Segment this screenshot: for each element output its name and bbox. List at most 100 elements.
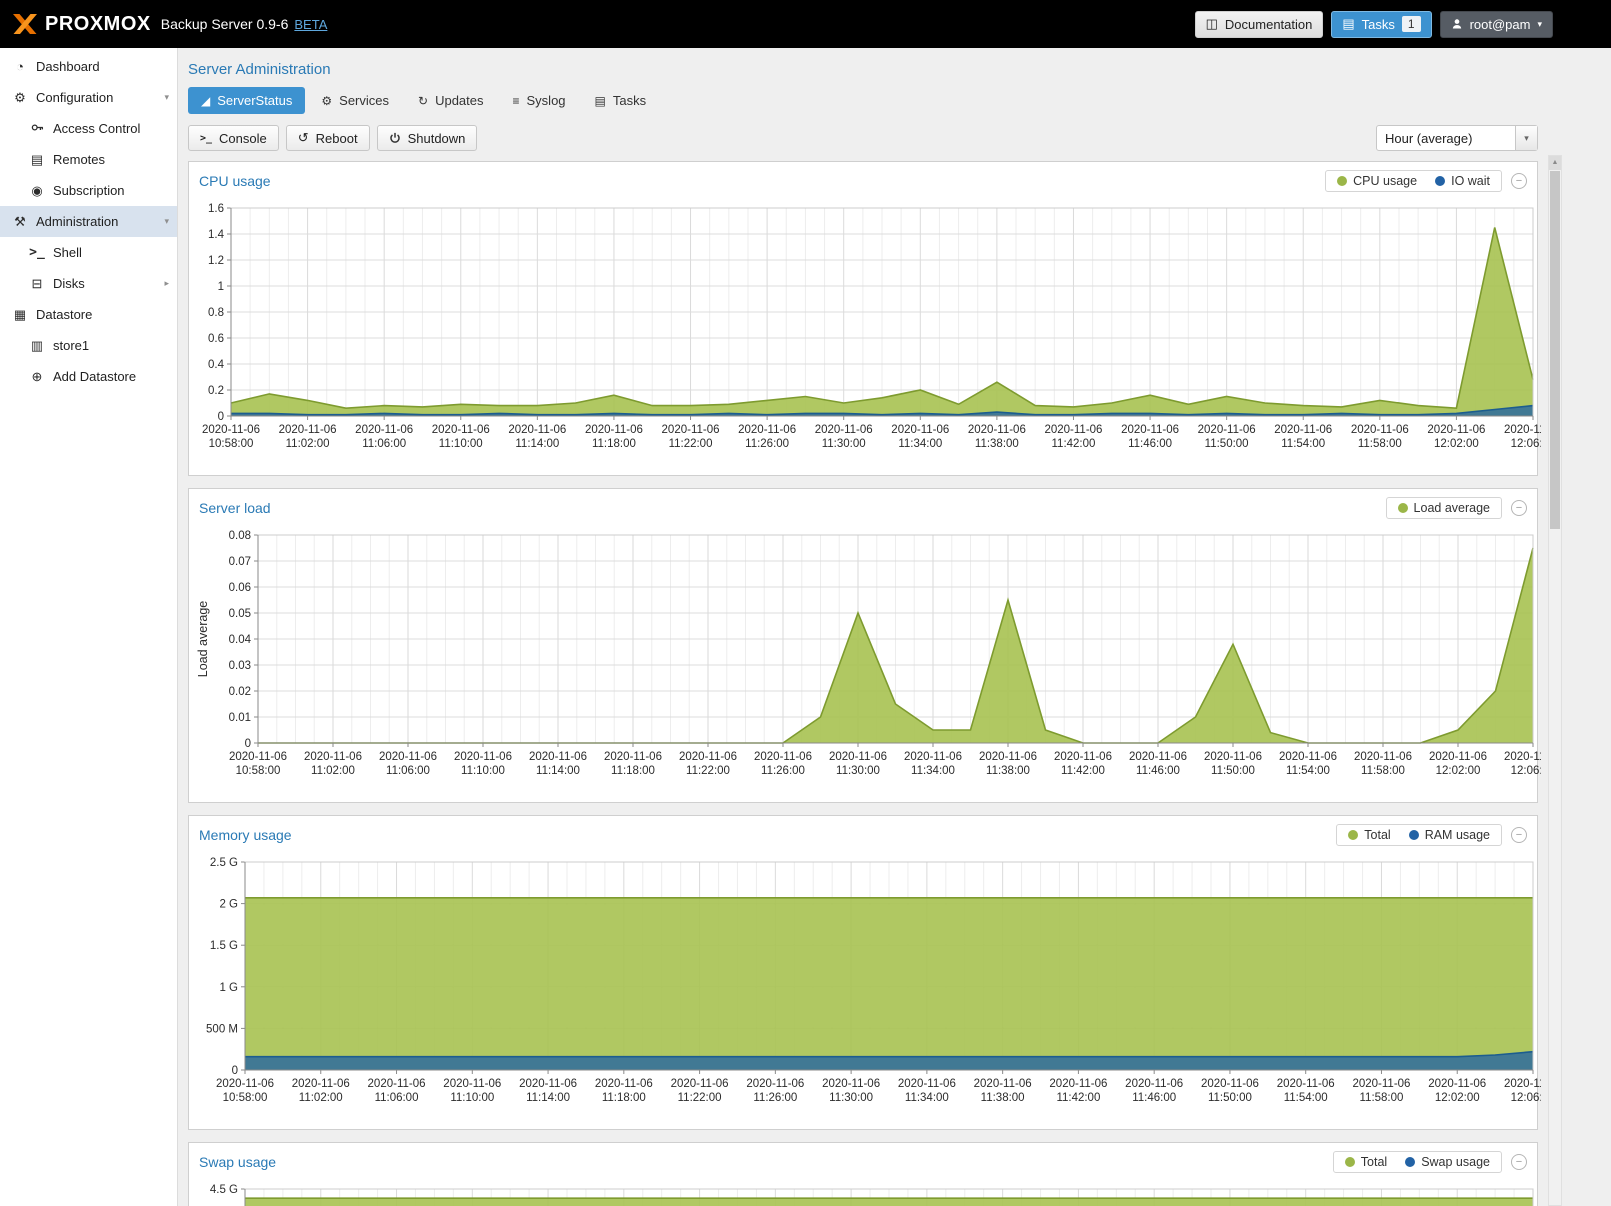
brand-name: PROXMOX <box>45 12 151 35</box>
collapse-icon[interactable]: − <box>1511 500 1527 516</box>
legend-dot-icon <box>1405 1157 1416 1167</box>
svg-text:500 M: 500 M <box>206 1023 238 1035</box>
legend-box: Total Swap usage <box>1332 1151 1502 1173</box>
shutdown-button[interactable]: Shutdown <box>376 125 478 151</box>
tasks-button[interactable]: ▤ Tasks 1 <box>1331 10 1432 38</box>
svg-text:0.8: 0.8 <box>208 307 224 319</box>
legend-item[interactable]: Swap usage <box>1405 1155 1490 1169</box>
rotate-icon: ↺ <box>297 130 309 145</box>
sidebar-item-configuration[interactable]: ⚙ Configuration ▾ <box>0 82 177 113</box>
panel-title: Memory usage <box>199 827 292 843</box>
memory-usage-chart: 0 500 M 1 G 1.5 G 2 G 2.5 G 2020-11-06 10:58:00… <box>189 852 1562 1129</box>
user-menu-button[interactable]: root@pam ▾ <box>1439 10 1553 38</box>
caret-down-icon[interactable]: ▾ <box>164 216 169 226</box>
main-content: Server Administration ◢ ServerStatus ⚙ S… <box>178 48 1611 1206</box>
archive-icon: ▦ <box>13 306 27 322</box>
tab-services[interactable]: ⚙ Services <box>321 93 390 108</box>
vertical-scrollbar: ▲ <box>1548 155 1562 1206</box>
panel-memory-usage: Memory usage Total RAM usage − 0 500 M 1 G 1… <box>188 815 1562 1130</box>
sidebar: ◔ Dashboard ⚙ Configuration ▾ Access Con… <box>0 48 178 1206</box>
legend-item[interactable]: IO wait <box>1435 174 1490 188</box>
sidebar-item-datastore[interactable]: ▦ Datastore <box>0 299 177 330</box>
collapse-icon[interactable]: − <box>1511 1154 1527 1170</box>
legend-item[interactable]: Load average <box>1397 501 1490 515</box>
sidebar-item-administration[interactable]: ⚒ Administration ▾ <box>0 206 177 237</box>
timeframe-select[interactable]: Hour (average) ▾ <box>1376 125 1538 151</box>
documentation-button[interactable]: ◫ Documentation <box>1194 10 1324 38</box>
beta-link[interactable]: BETA <box>294 16 328 32</box>
caret-right-icon[interactable]: ▸ <box>164 278 169 288</box>
collapse-icon[interactable]: − <box>1511 827 1527 843</box>
sidebar-item-disks[interactable]: ⊟ Disks ▸ <box>0 268 177 299</box>
svg-text:0.4: 0.4 <box>208 359 225 371</box>
svg-text:1 G: 1 G <box>219 982 238 994</box>
svg-text:0.07: 0.07 <box>229 556 251 568</box>
svg-text:0: 0 <box>245 738 251 750</box>
sidebar-item-dashboard[interactable]: ◔ Dashboard <box>0 51 177 82</box>
svg-text:0.05: 0.05 <box>229 608 251 620</box>
user-icon <box>1452 19 1461 29</box>
scrollbar-thumb[interactable] <box>1550 171 1560 529</box>
panel-cpu-usage: CPU usage CPU usage IO wait − 0 0.2 0.4 0.6 0… <box>188 161 1562 476</box>
legend-dot-icon <box>1397 503 1408 513</box>
proxmox-x-icon <box>13 14 37 34</box>
reboot-button[interactable]: ↺ Reboot <box>285 125 370 151</box>
sidebar-item-remotes[interactable]: ▤ Remotes <box>0 144 177 175</box>
sidebar-item-store1[interactable]: ▥ store1 <box>0 330 177 361</box>
legend-dot-icon <box>1408 830 1419 840</box>
console-button[interactable]: >_ Console <box>188 125 279 151</box>
legend-item[interactable]: Total <box>1348 828 1391 842</box>
tab-tasks[interactable]: ▤ Tasks <box>594 93 647 108</box>
legend-item[interactable]: RAM usage <box>1408 828 1490 842</box>
list-alt-icon: ▤ <box>594 93 606 108</box>
sidebar-item-add-datastore[interactable]: ⊕ Add Datastore <box>0 361 177 392</box>
page-title: Server Administration <box>188 61 331 78</box>
legend-dot-icon <box>1337 176 1348 186</box>
svg-text:2.5 G: 2.5 G <box>210 857 238 869</box>
legend-item[interactable]: CPU usage <box>1337 174 1417 188</box>
tasks-badge: 1 <box>1401 16 1421 32</box>
picker-arrow-icon: ▾ <box>1515 126 1537 150</box>
tab-updates[interactable]: ↻ Updates <box>418 93 484 108</box>
sidebar-item-subscription[interactable]: ◉ Subscription <box>0 175 177 206</box>
tab-serverstatus[interactable]: ◢ ServerStatus <box>188 87 306 114</box>
book-icon: ◫ <box>1205 16 1218 31</box>
svg-text:Load average: Load average <box>196 601 210 678</box>
svg-text:0.08: 0.08 <box>229 530 251 542</box>
sidebar-item-shell[interactable]: >_ Shell <box>29 245 82 260</box>
caret-down-icon[interactable]: ▾ <box>164 92 169 102</box>
scroll-up-arrow-icon[interactable]: ▲ <box>1549 156 1561 170</box>
sidebar-item-access-control[interactable]: Access Control <box>0 113 177 144</box>
tab-syslog[interactable]: ≡ Syslog <box>512 93 566 108</box>
svg-text:0.01: 0.01 <box>229 712 251 724</box>
legend-item[interactable]: Total <box>1344 1155 1387 1169</box>
gears-icon: ⚙ <box>321 93 333 108</box>
collapse-icon[interactable]: − <box>1511 173 1527 189</box>
gear-icon: ⚙ <box>14 89 26 105</box>
